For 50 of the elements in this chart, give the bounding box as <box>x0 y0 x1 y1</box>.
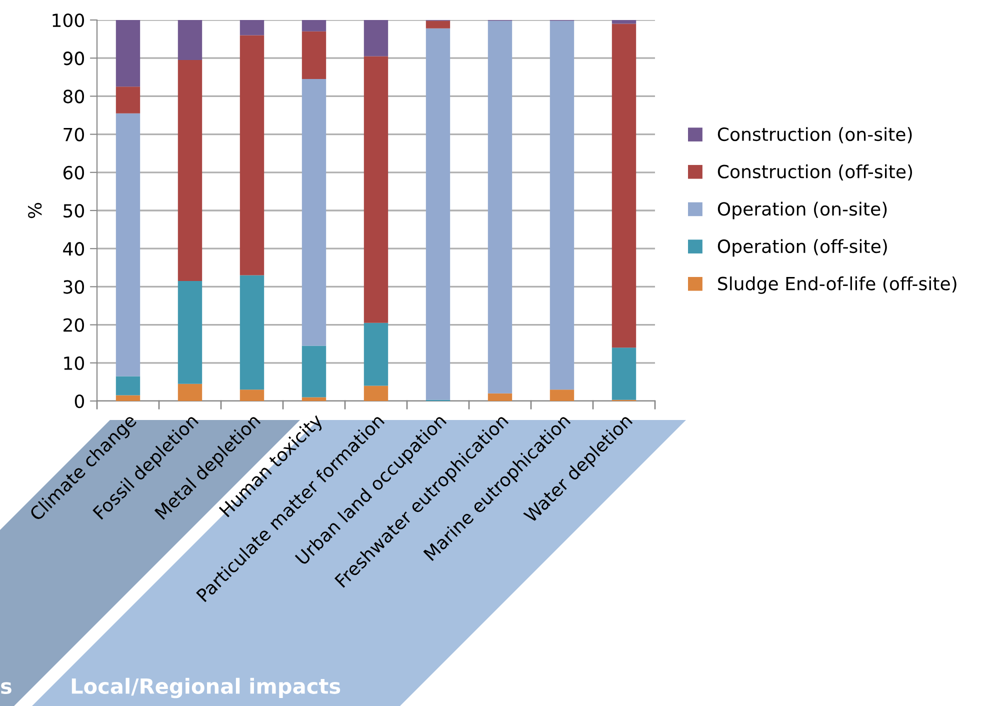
y-tick-label: 30 <box>64 280 84 294</box>
bar <box>550 20 574 390</box>
y-tick-label: 60 <box>63 166 84 180</box>
legend-label: Operation (off-site) <box>718 239 887 257</box>
bar <box>240 35 264 276</box>
bar <box>364 386 388 401</box>
y-axis-title: % <box>28 202 42 218</box>
bar <box>178 384 202 401</box>
y-tick-label: 50 <box>64 204 84 218</box>
bar <box>364 56 388 323</box>
bar <box>302 346 326 398</box>
y-tick-label: 10 <box>64 356 84 370</box>
bar <box>364 322 388 386</box>
y-tick-label: 40 <box>63 242 84 256</box>
text: Local/Regional impacts <box>72 678 340 698</box>
bar <box>612 20 636 24</box>
bar <box>426 28 450 400</box>
bar <box>550 390 574 401</box>
bar <box>302 31 326 80</box>
legend-label: Construction (on-site) <box>718 127 912 144</box>
y-tick-label: 0 <box>74 394 84 408</box>
legend-label: Construction (off-site) <box>718 164 912 181</box>
y-tick-label: 80 <box>63 90 84 104</box>
y-tick-label: 100 <box>52 13 84 28</box>
bar <box>426 20 450 28</box>
bar <box>240 390 264 401</box>
bar <box>116 395 140 401</box>
bar <box>302 79 326 346</box>
bar <box>178 60 202 281</box>
bar <box>612 24 636 348</box>
bar <box>240 275 264 390</box>
y-tick-label: 90 <box>63 52 84 66</box>
legend-label: Sludge End-of-life (off-site) <box>718 276 956 294</box>
bar <box>612 348 636 400</box>
legend-label: Operation (on-site) <box>718 202 887 220</box>
bar <box>488 20 512 394</box>
bar <box>240 20 264 36</box>
bar <box>178 20 202 60</box>
bar <box>116 86 140 114</box>
y-tick-label: 70 <box>64 128 84 142</box>
bar <box>116 376 140 396</box>
bar <box>116 113 140 376</box>
bar <box>488 393 512 401</box>
bar <box>302 20 326 32</box>
text: s <box>1 682 12 694</box>
bar <box>302 397 326 401</box>
bar <box>364 20 388 56</box>
bar <box>116 20 140 87</box>
y-tick-label: 20 <box>64 318 84 332</box>
bar <box>178 280 202 384</box>
